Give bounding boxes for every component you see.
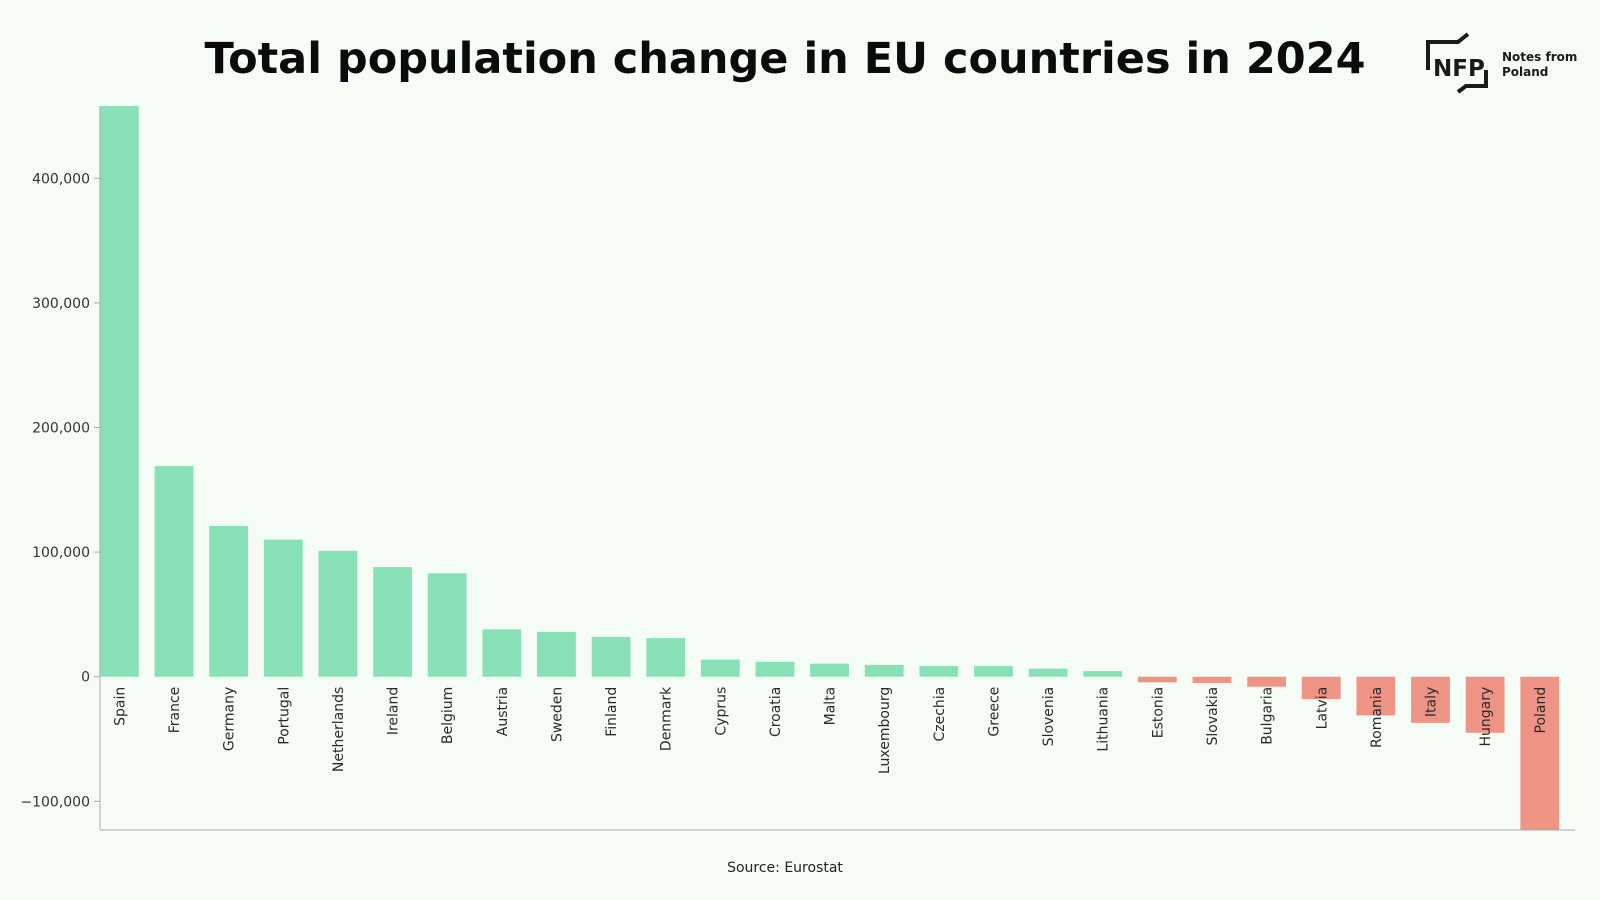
category-label-austria: Austria <box>495 687 511 736</box>
category-label-greece: Greece <box>986 687 1002 737</box>
bar-latvia <box>1301 676 1341 700</box>
bar-lithuania <box>1083 671 1123 677</box>
category-label-finland: Finland <box>604 687 620 737</box>
category-label-italy: Italy <box>1424 687 1440 717</box>
y-tick-label: −100,000 <box>20 794 90 810</box>
bar-croatia <box>755 661 795 677</box>
logo-text: Notes from Poland <box>1502 50 1582 80</box>
category-label-portugal: Portugal <box>276 687 292 745</box>
y-axis: −100,000 0 100,000 200,000 300,000 400,000 <box>20 106 101 830</box>
bar-italy <box>1411 676 1450 723</box>
category-label-hungary: Hungary <box>1478 687 1494 747</box>
bar-poland <box>1520 676 1560 830</box>
y-tick-label: 200,000 <box>32 421 90 437</box>
category-label-germany: Germany <box>222 687 238 751</box>
category-label-malta: Malta <box>823 687 839 726</box>
bar-greece <box>974 666 1013 677</box>
y-tick-label: 300,000 <box>32 296 90 312</box>
logo-line-1: Notes from <box>1502 50 1578 64</box>
category-label-croatia: Croatia <box>768 687 784 737</box>
bar-cyprus <box>700 659 740 677</box>
bar-netherlands <box>318 550 358 677</box>
chart-title: Total population change in EU countries … <box>204 34 1366 84</box>
category-label-denmark: Denmark <box>659 686 675 751</box>
bar-slovenia <box>1028 668 1068 677</box>
bar-france <box>154 466 194 677</box>
source-note: Source: Eurostat <box>727 860 843 876</box>
category-label-france: France <box>167 687 183 734</box>
bar-belgium <box>427 573 467 677</box>
bar-germany <box>209 525 249 677</box>
category-label-romania: Romania <box>1369 687 1385 748</box>
category-label-lithuania: Lithuania <box>1096 687 1112 752</box>
bar-sweden <box>537 631 576 677</box>
category-label-estonia: Estonia <box>1150 687 1166 739</box>
category-label-slovenia: Slovenia <box>1041 687 1057 747</box>
category-label-poland: Poland <box>1533 687 1549 734</box>
notes-from-poland-logo: NFP Notes from Poland <box>1424 30 1577 100</box>
bar-spain <box>100 106 139 677</box>
category-label-sweden: Sweden <box>549 687 565 742</box>
category-label-netherlands: Netherlands <box>331 687 347 772</box>
bar-estonia <box>1137 676 1177 683</box>
bar-czechia <box>919 666 959 677</box>
category-label-slovakia: Slovakia <box>1205 687 1221 746</box>
bar-austria <box>482 629 522 677</box>
logo-mark-text: NFP <box>1433 56 1485 82</box>
category-label-spain: Spain <box>112 687 128 726</box>
bar-luxembourg <box>864 664 904 677</box>
logo-line-2: Poland <box>1502 65 1549 79</box>
bar-portugal <box>263 539 303 677</box>
category-label-czechia: Czechia <box>932 687 948 742</box>
nfp-logo-mark: NFP <box>1426 32 1488 94</box>
category-label-belgium: Belgium <box>440 687 456 744</box>
bar-malta <box>810 663 849 677</box>
category-label-ireland: Ireland <box>386 687 402 735</box>
category-label-bulgaria: Bulgaria <box>1260 687 1276 745</box>
bar-finland <box>591 636 631 677</box>
y-tick-label: 0 <box>81 670 90 686</box>
y-tick-label: 400,000 <box>32 171 90 187</box>
bar-romania <box>1356 676 1396 716</box>
bars-group <box>100 106 1560 830</box>
y-tick-label: 100,000 <box>32 545 90 561</box>
bar-slovakia <box>1192 676 1232 683</box>
bar-denmark <box>646 638 686 677</box>
category-label-luxembourg: Luxembourg <box>877 687 893 774</box>
category-labels: Spain France Germany Portugal Netherlands Ire… <box>112 686 1548 774</box>
bar-ireland <box>373 567 412 677</box>
bar-bulgaria <box>1247 676 1287 687</box>
bar-hungary <box>1465 676 1505 733</box>
category-label-latvia: Latvia <box>1314 687 1330 730</box>
category-label-cyprus: Cyprus <box>713 687 729 736</box>
